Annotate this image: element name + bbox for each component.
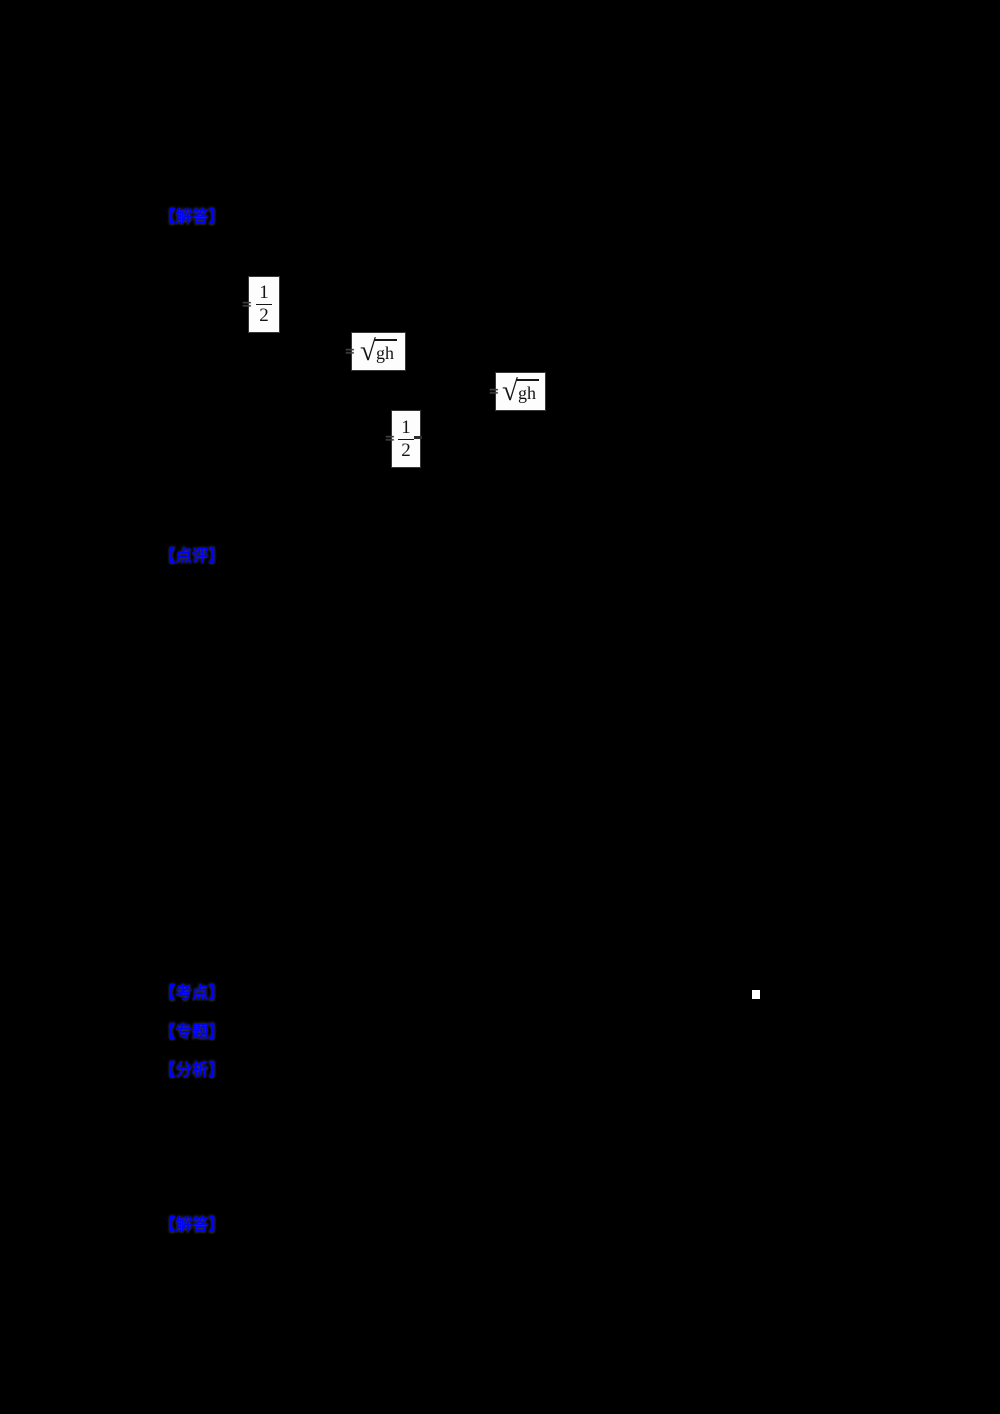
- fraction-denominator: 2: [256, 304, 272, 326]
- section-label-test-points: 【考点】: [159, 983, 225, 1002]
- radical-sign: √: [502, 375, 518, 407]
- clipped-equals-sign: =: [242, 294, 252, 314]
- section-label-answer-1: 【解答】: [159, 207, 225, 226]
- fraction-one-half: 1 2: [398, 416, 414, 461]
- clipped-equals-sign: =: [385, 429, 395, 448]
- small-white-square-artifact: [752, 990, 760, 999]
- section-label-comment: 【点评】: [159, 546, 225, 565]
- fraction-one-half: 1 2: [256, 283, 272, 326]
- fraction-denominator: 2: [398, 438, 414, 461]
- clipped-equals-sign: =: [489, 381, 499, 401]
- square-root-expression: √ gh: [360, 336, 397, 367]
- square-root-expression: √ gh: [502, 376, 539, 407]
- radicand-gh: gh: [515, 379, 539, 404]
- formula-image-half-2: = 1 2: [385, 411, 422, 467]
- section-label-topic: 【专题】: [159, 1022, 225, 1041]
- formula-image-half-1: = 1 2: [242, 277, 279, 332]
- clipped-glyph-fragment: [414, 436, 422, 439]
- radical-sign: √: [360, 335, 376, 367]
- section-label-answer-2: 【解答】: [159, 1215, 225, 1234]
- fraction-numerator: 1: [259, 282, 269, 304]
- formula-image-sqrt-gh-1: = √ gh: [345, 333, 405, 370]
- formula-image-sqrt-gh-2: = √ gh: [489, 373, 545, 410]
- section-label-analysis: 【分析】: [159, 1060, 225, 1079]
- radicand-gh: gh: [373, 339, 397, 364]
- clipped-equals-sign: =: [345, 341, 355, 361]
- fraction-numerator: 1: [401, 416, 411, 438]
